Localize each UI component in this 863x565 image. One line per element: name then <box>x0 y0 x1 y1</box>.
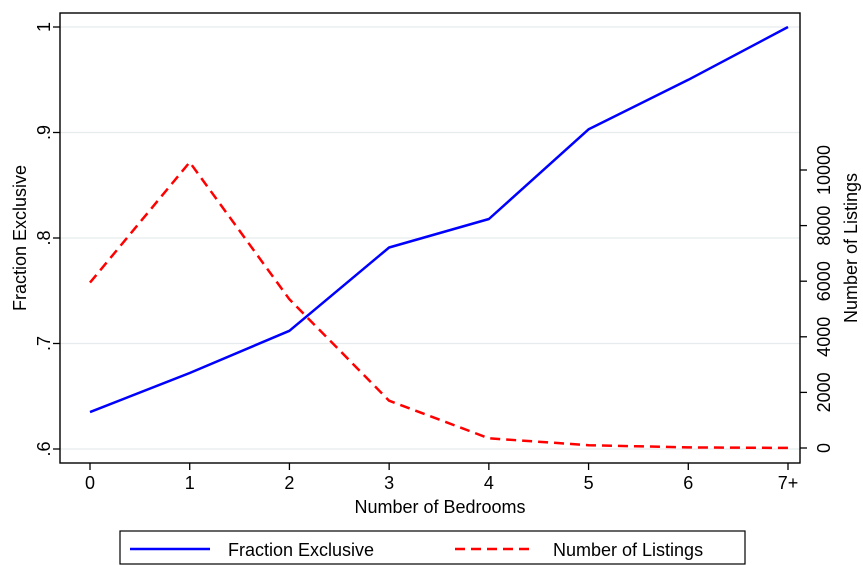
data-point-number-of-listings-5 <box>587 443 591 447</box>
y-left-tick-label-4: 1 <box>34 22 54 32</box>
axes-layer: .6 .7 .8 .9 1 0 2000 4000 6000 8000 10000 0 1 2 3 4 5 6 7+ <box>34 22 834 493</box>
data-point-number-of-listings-4 <box>487 436 491 440</box>
grid-layer <box>60 26 800 450</box>
series-line-number-of-listings <box>89 160 789 450</box>
data-point-fraction-exclusive-4 <box>487 217 491 221</box>
data-point-fraction-exclusive-1 <box>188 371 192 375</box>
legend: Fraction Exclusive Number of Listings <box>119 530 746 565</box>
y-left-tick-label-1: .7 <box>34 336 54 351</box>
data-point-number-of-listings-6 <box>686 445 690 449</box>
x-tick-label-0: 0 <box>85 473 95 493</box>
x-tick-label-6: 6 <box>683 473 693 493</box>
data-point-number-of-listings-0 <box>88 281 92 285</box>
data-point-fraction-exclusive-0 <box>88 410 92 414</box>
y-axis-right-label: Number of Listings <box>841 173 861 323</box>
y-left-tick-label-2: .8 <box>34 230 54 245</box>
y-right-tick-label-4: 8000 <box>814 206 834 246</box>
y-left-tick-label-0: .6 <box>34 441 54 456</box>
data-point-number-of-listings-1 <box>188 160 192 164</box>
data-point-fraction-exclusive-6 <box>686 78 690 82</box>
y-right-tick-label-2: 4000 <box>814 317 834 357</box>
series-layer <box>88 25 790 450</box>
y-right-tick-label-0: 0 <box>814 443 834 453</box>
y-left-tick-label-3: .9 <box>34 125 54 140</box>
data-point-fraction-exclusive-7 <box>786 25 790 29</box>
data-point-number-of-listings-3 <box>387 399 391 403</box>
y-right-tick-label-1: 2000 <box>814 372 834 412</box>
x-tick-label-2: 2 <box>284 473 294 493</box>
x-tick-label-4: 4 <box>484 473 494 493</box>
series-line-fraction-exclusive <box>89 25 789 414</box>
x-axis-label: Number of Bedrooms <box>354 497 525 517</box>
x-tick-label-1: 1 <box>185 473 195 493</box>
y-axis-left-label: Fraction Exclusive <box>10 165 30 311</box>
data-point-fraction-exclusive-2 <box>287 329 291 333</box>
y-right-tick-label-3: 6000 <box>814 261 834 301</box>
legend-label-fraction-exclusive: Fraction Exclusive <box>228 540 374 560</box>
legend-label-number-of-listings: Number of Listings <box>553 540 703 560</box>
legend-box <box>119 530 746 565</box>
data-point-number-of-listings-7 <box>786 446 790 450</box>
data-point-fraction-exclusive-3 <box>387 245 391 249</box>
y-right-tick-label-5: 10000 <box>814 145 834 195</box>
x-tick-label-5: 5 <box>584 473 594 493</box>
data-point-fraction-exclusive-5 <box>587 127 591 131</box>
x-tick-label-7: 7+ <box>778 473 799 493</box>
data-point-number-of-listings-2 <box>287 297 291 301</box>
x-tick-label-3: 3 <box>384 473 394 493</box>
